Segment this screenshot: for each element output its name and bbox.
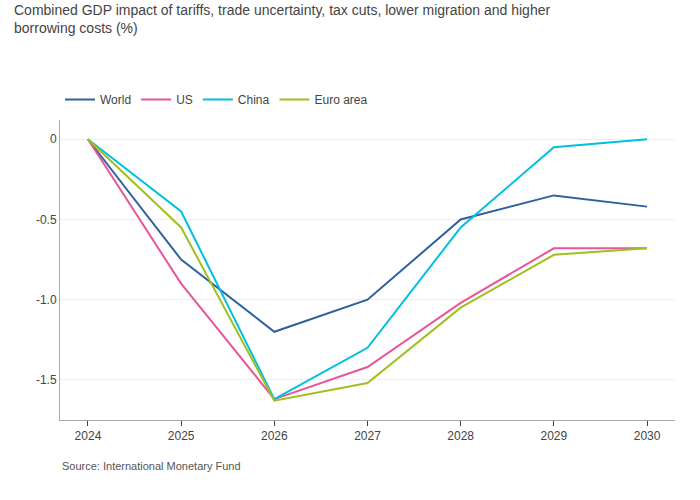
svg-text:2030: 2030 [634, 429, 661, 443]
svg-text:2025: 2025 [168, 429, 195, 443]
svg-text:-1.5: -1.5 [36, 373, 57, 387]
svg-text:2024: 2024 [75, 429, 102, 443]
svg-text:China: China [238, 93, 270, 107]
svg-text:Euro area: Euro area [314, 93, 367, 107]
svg-text:US: US [176, 93, 193, 107]
svg-text:2026: 2026 [261, 429, 288, 443]
svg-text:Source: International Monetary: Source: International Monetary Fund [62, 460, 241, 472]
svg-text:2027: 2027 [354, 429, 381, 443]
svg-text:-0.5: -0.5 [36, 213, 57, 227]
svg-text:World: World [100, 93, 131, 107]
svg-text:0: 0 [50, 132, 57, 146]
svg-text:Combined GDP impact of tariffs: Combined GDP impact of tariffs, trade un… [14, 2, 550, 36]
svg-text:-1.0: -1.0 [36, 293, 57, 307]
svg-text:2028: 2028 [447, 429, 474, 443]
svg-text:2029: 2029 [541, 429, 568, 443]
